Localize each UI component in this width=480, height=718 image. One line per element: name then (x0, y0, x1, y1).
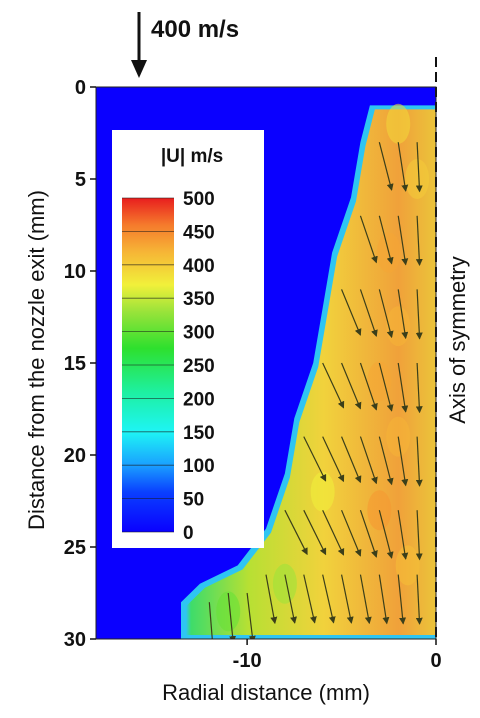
y-axis-title: Distance from the nozzle exit (mm) (24, 190, 49, 530)
velocity-vector (322, 574, 336, 624)
velocity-vector (397, 215, 409, 266)
x-tick-label: -10 (233, 650, 262, 672)
symmetry-axis-label: Axis of symmetry (445, 256, 470, 423)
y-tick-label: 20 (64, 445, 86, 467)
velocity-vector (340, 574, 354, 624)
y-tick-label: 25 (64, 537, 86, 559)
y-tick-label: 10 (64, 261, 86, 283)
velocity-vector (359, 289, 378, 338)
speed-sample (386, 103, 411, 144)
velocity-vector (397, 289, 409, 340)
velocity-vector (341, 509, 362, 557)
colorbar-tick-label: 200 (183, 389, 215, 410)
velocity-vector (415, 436, 423, 487)
colorbar-tick-label: 400 (183, 256, 215, 277)
colorbar-title: |U| m/s (161, 146, 223, 167)
colorbar-tick-label: 100 (183, 456, 215, 477)
colorbar-tick-label: 300 (183, 323, 215, 344)
colorbar-tick-label: 150 (183, 423, 215, 444)
speed-sample (216, 591, 241, 632)
velocity-vector (415, 142, 423, 193)
speed-sample (367, 361, 392, 402)
x-axis: -10 0 (233, 639, 442, 672)
x-axis-title: Radial distance (mm) (162, 680, 370, 705)
y-tick-label: 5 (75, 169, 86, 191)
velocity-vector (359, 362, 378, 411)
velocity-vector (322, 362, 345, 409)
velocity-vector (284, 509, 308, 556)
velocity-vector (359, 436, 378, 485)
velocity-vector (378, 574, 390, 625)
colorbar-tick-label: 250 (183, 356, 215, 377)
velocity-vector (322, 509, 345, 556)
colorbar-tick-label: 0 (183, 523, 194, 544)
velocity-vector (415, 574, 423, 625)
colorbar-tick-label: 450 (183, 222, 215, 243)
x-tick-label: 0 (430, 650, 441, 672)
velocity-vector (378, 215, 394, 265)
speed-sample (386, 306, 411, 347)
velocity-vector (378, 289, 394, 339)
velocity-vector (397, 574, 407, 625)
velocity-vector (341, 289, 362, 336)
velocity-vector (415, 362, 423, 414)
velocity-vector (303, 436, 327, 482)
y-tick-label: 30 (64, 629, 86, 651)
velocity-vector (208, 602, 213, 639)
velocity-vector (397, 142, 409, 192)
y-tick-label: 0 (75, 77, 86, 99)
y-tick-label: 15 (64, 353, 86, 375)
velocity-vector (246, 592, 256, 639)
reference-vector-label: 400 m/s (151, 16, 239, 43)
velocity-vector (378, 142, 394, 191)
velocity-vector (265, 574, 278, 625)
velocity-vector (359, 510, 378, 558)
velocity-vector (397, 436, 409, 487)
velocity-vector (359, 574, 372, 625)
velocity-vector (397, 510, 409, 560)
velocity-vector (303, 509, 327, 556)
velocity-vector (341, 362, 362, 410)
speed-sample (310, 471, 335, 512)
colorbar-tick-label: 500 (183, 189, 215, 210)
velocity-vector (397, 362, 409, 413)
speed-sample (405, 159, 430, 199)
velocity-vector (303, 574, 317, 624)
colorbar: |U| m/s 0 50 100 150 200 250 300 350 400 450 500 (112, 130, 264, 548)
colorbar-tick-label: 350 (183, 289, 215, 310)
velocity-vector (378, 362, 394, 412)
velocity-vector (359, 215, 378, 264)
velocity-vector (378, 510, 394, 559)
y-axis: 0 5 10 15 20 25 30 (64, 77, 96, 651)
velocity-vector (227, 592, 237, 639)
colorbar-tick-label: 50 (183, 490, 204, 511)
velocity-vector (322, 436, 345, 483)
speed-sample (272, 563, 297, 604)
velocity-vector (284, 574, 297, 624)
velocity-vector (378, 436, 394, 486)
velocity-vector (415, 215, 423, 267)
reference-vector-arrowhead (131, 60, 147, 78)
velocity-vector (415, 510, 423, 561)
velocity-vector (341, 436, 362, 484)
velocity-vector (415, 289, 423, 340)
